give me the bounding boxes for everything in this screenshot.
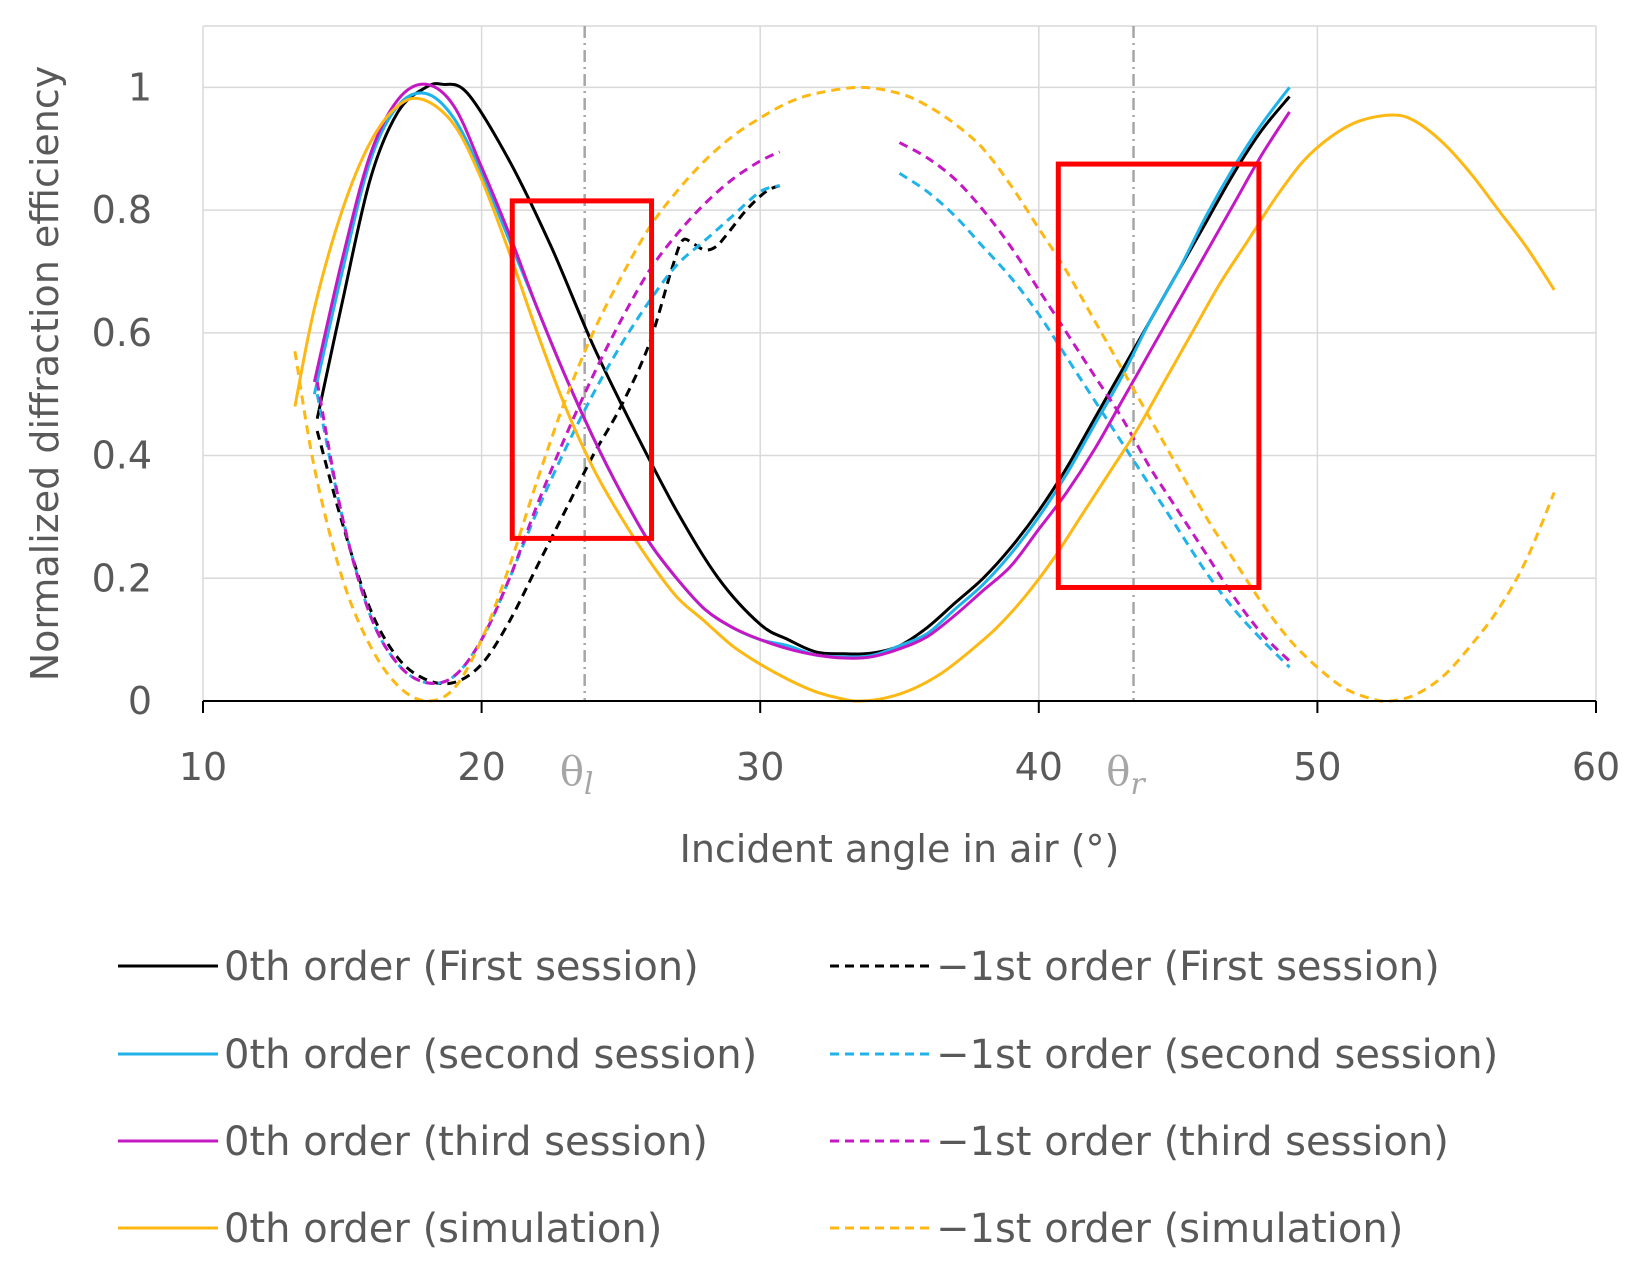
reference-lines bbox=[583, 26, 1135, 701]
series-line-6 bbox=[898, 141, 1291, 663]
legend-label: 0th order (second session) bbox=[224, 1032, 757, 1078]
y-tick-label: 0 bbox=[128, 679, 152, 723]
axes bbox=[202, 700, 1597, 713]
x-tick-label: 10 bbox=[179, 745, 227, 789]
series-line-3 bbox=[312, 86, 1291, 659]
theta-label: θr bbox=[1106, 749, 1146, 802]
series-line-2 bbox=[315, 184, 781, 686]
x-axis-label: Incident angle in air (°) bbox=[680, 827, 1120, 871]
y-tick-label: 0.8 bbox=[92, 188, 152, 232]
series-line-5 bbox=[312, 82, 1291, 660]
y-tick-label: 0.4 bbox=[92, 434, 152, 478]
series-line-7 bbox=[293, 96, 1556, 703]
x-tick-label: 30 bbox=[736, 745, 784, 789]
y-tick-label: 1 bbox=[128, 65, 152, 109]
legend-label: 0th order (third session) bbox=[224, 1119, 708, 1165]
highlight-box bbox=[509, 198, 655, 541]
x-tick-label: 60 bbox=[1572, 745, 1620, 789]
tick-labels: 10 20 30 40 50 60 0 0.2 0.4 0.6 0.8 1 θl θr bbox=[92, 65, 1621, 802]
series-line-4 bbox=[315, 184, 781, 685]
series-line-4 bbox=[898, 172, 1291, 669]
series-line-6 bbox=[315, 150, 781, 685]
y-tick-label: 0.2 bbox=[92, 556, 152, 600]
highlight-boxes bbox=[509, 161, 1262, 590]
x-tick-label: 50 bbox=[1293, 745, 1341, 789]
axis-labels: Incident angle in air (°) Normalized dif… bbox=[23, 66, 1119, 871]
x-tick-label: 40 bbox=[1015, 745, 1063, 789]
data-series bbox=[293, 82, 1556, 703]
y-tick-label: 0.6 bbox=[92, 311, 152, 355]
legend-label: 0th order (First session) bbox=[224, 944, 699, 990]
series-line-1 bbox=[315, 82, 1291, 656]
legend-label: −1st order (First session) bbox=[936, 944, 1440, 990]
legend-label: −1st order (third session) bbox=[936, 1119, 1449, 1165]
x-tick-label: 20 bbox=[457, 745, 505, 789]
legend-label: −1st order (second session) bbox=[936, 1032, 1498, 1078]
legend: 0th order (First session) −1st order (Fir… bbox=[118, 944, 1498, 1252]
legend-label: −1st order (simulation) bbox=[936, 1206, 1403, 1252]
legend-label: 0th order (simulation) bbox=[224, 1206, 662, 1252]
gridlines bbox=[202, 25, 1597, 702]
highlight-box bbox=[1055, 161, 1262, 590]
y-axis-label: Normalized diffraction efficiency bbox=[23, 66, 67, 682]
theta-label: θl bbox=[560, 749, 594, 802]
